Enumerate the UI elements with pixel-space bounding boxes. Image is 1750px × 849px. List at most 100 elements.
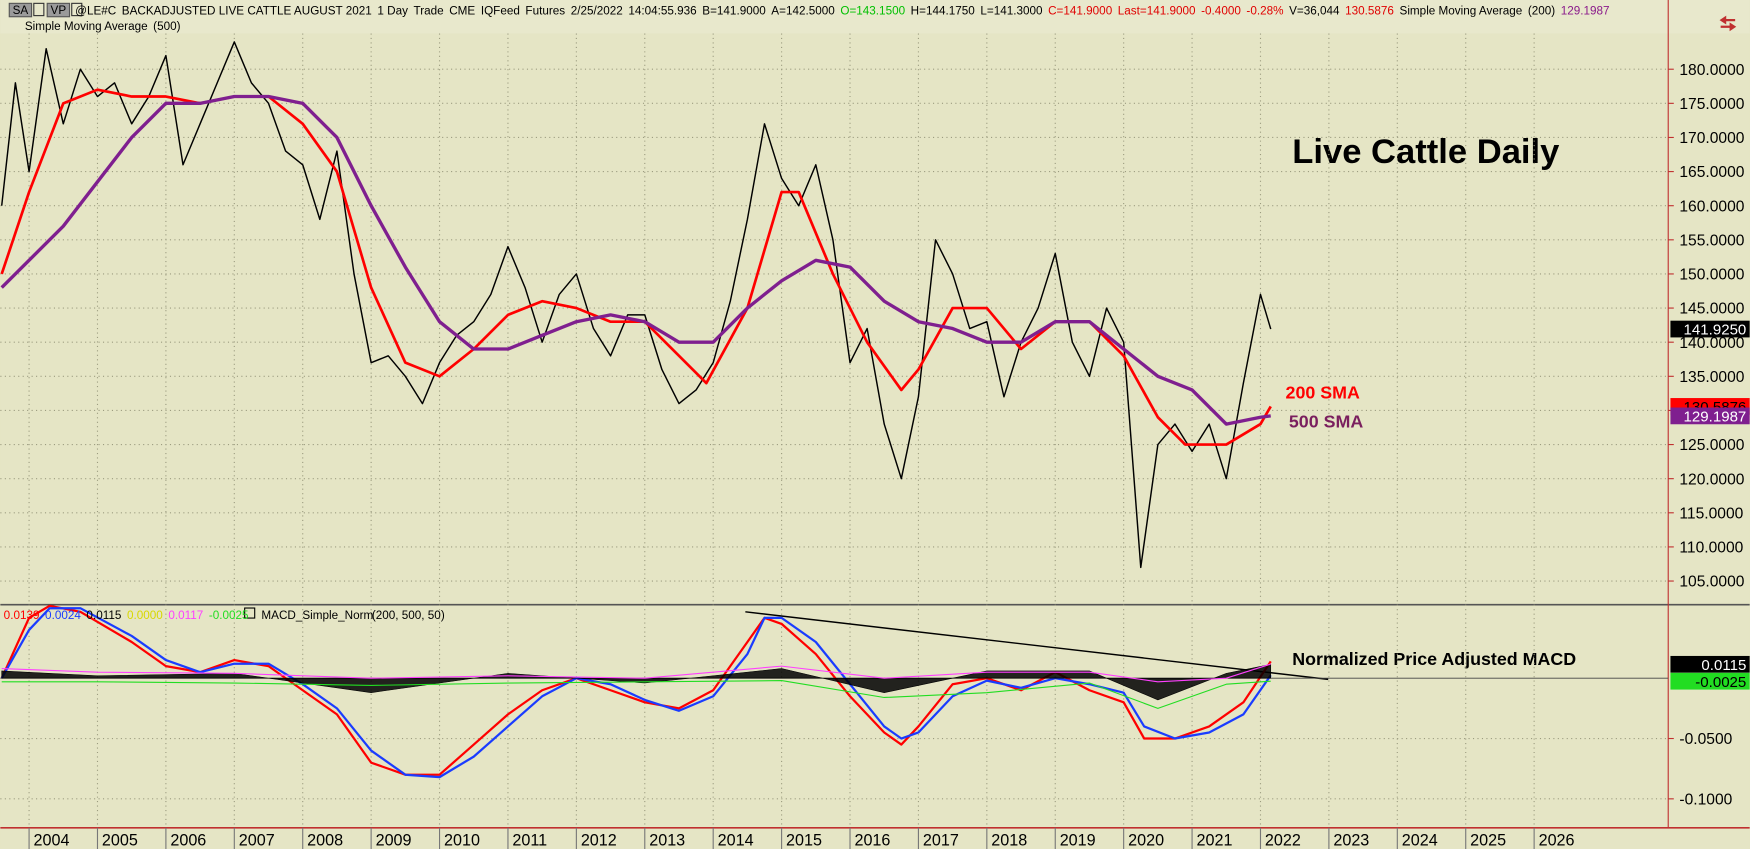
y-tick-label: 125.0000 [1679,437,1744,454]
x-tick-label: 2016 [854,832,890,849]
y-tick-label: 140.0000 [1679,335,1744,352]
readout-value: -0.0025 [209,609,249,622]
readout-value: 0.0000 [127,609,163,622]
series-line [1,663,1271,683]
x-tick-label: 2004 [34,832,70,849]
toolbar-item: V=36,044 [1289,5,1340,18]
toolbar-item: B=141.9000 [702,5,766,18]
toolbar-item: Simple Moving Average [25,20,148,33]
y-tick-label: -0.1000 [1679,791,1732,808]
toolbar-item: Trade [414,5,444,18]
toolbar-row: Simple Moving Average (500) [25,20,181,33]
chart-title: Live Cattle Daily [1292,133,1560,171]
toolbar-item: IQFeed [481,5,520,18]
x-tick-label: 2023 [1333,832,1369,849]
x-tick-label: 2009 [376,832,412,849]
dropdown-icon [71,2,83,17]
toolbar-item: O=143.1500 [840,5,905,18]
series-annotation: 500 SMA [1289,411,1363,431]
toolbar-item: Simple Moving Average [1400,5,1523,18]
last-value-box [1670,655,1750,673]
toolbar-button[interactable] [8,2,33,18]
trendline [745,611,1329,681]
x-tick-label: 2019 [1060,832,1096,849]
toolbar-item: @LE#C [75,5,116,18]
x-tick-label: 2025 [1470,832,1506,849]
indicator-params: (200, 500, 50) [372,609,445,622]
x-tick-label: 2018 [991,832,1027,849]
y-tick-label: 145.0000 [1679,301,1744,318]
x-tick-label: 2005 [102,832,138,849]
last-value-label: 0.0115 [1701,657,1746,674]
x-tick-label: 2008 [307,832,343,849]
y-tick-label: 165.0000 [1679,164,1744,181]
series-line [1,680,1271,709]
x-tick-label: 2013 [649,832,685,849]
toolbar-item: 14:04:55.936 [628,5,696,18]
x-tick-label: 2006 [170,832,206,849]
x-tick-label: 2017 [923,832,959,849]
toolbar-button[interactable] [46,2,71,18]
y-tick-label: 160.0000 [1679,198,1744,215]
toolbar-item: Futures [525,5,565,18]
x-tick-label: 2024 [1402,832,1438,849]
toolbar-item: BACKADJUSTED LIVE CATTLE AUGUST 2021 [122,5,372,18]
toolbar-item: A=142.5000 [771,5,835,18]
readout-value: 0.0117 [168,609,203,622]
y-tick-label: 110.0000 [1679,539,1743,556]
y-tick-label: 115.0000 [1679,505,1743,522]
readout-value: 0.0024 [45,609,81,622]
toolbar-item: 2/25/2022 [571,5,623,18]
y-tick-label: 170.0000 [1679,130,1744,147]
last-value-box [1670,672,1750,690]
toolbar-item: C=141.9000 [1048,5,1113,18]
toolbar-item: -0.28% [1246,5,1283,18]
y-tick-label: -0.0500 [1679,731,1732,748]
x-tick-label: 2014 [718,832,754,849]
last-value-label: 141.9250 [1684,322,1747,339]
y-tick-label: 175.0000 [1679,96,1744,113]
series-line [0,94,1271,426]
indicator-readout: 0.0139 0.0024 0.0115 0.0000 0.0117 -0.0025 [4,609,249,622]
x-tick-label: 2012 [581,832,617,849]
y-tick-label: 135.0000 [1679,369,1744,386]
y-tick-label: 105.0000 [1679,574,1744,591]
sync-icon[interactable] [1719,15,1737,32]
x-tick-label: 2022 [1265,832,1301,849]
last-value-label: -0.0025 [1695,674,1746,691]
toolbar-button-label: VP [51,4,67,17]
toolbar-item: (500) [153,20,180,33]
y-tick-label: 155.0000 [1679,232,1744,249]
toolbar-item: (200) [1528,5,1555,18]
last-value-box [1670,407,1750,425]
toolbar-item: -0.4000 [1201,5,1241,18]
indicator-checkbox[interactable] [244,607,256,619]
toolbar-row: @LE#C BACKADJUSTED LIVE CATTLE AUGUST 202… [75,5,1610,18]
x-tick-label: 2011 [512,832,547,849]
toolbar-item: 129.1987 [1561,5,1610,18]
readout-value: 0.0115 [86,609,121,622]
toolbar-item: 130.5876 [1345,5,1394,18]
x-tick-label: 2010 [444,832,480,849]
dropdown-icon [33,2,45,17]
toolbar-item: 1 Day [377,5,408,18]
indicator-name: MACD_Simple_Norm [261,609,373,622]
toolbar-item: H=144.1750 [911,5,976,18]
x-tick-label: 2007 [239,832,275,849]
macd-title: Normalized Price Adjusted MACD [1292,649,1576,669]
x-tick-label: 2026 [1539,832,1575,849]
y-tick-label: 180.0000 [1679,62,1744,79]
series-annotation: 200 SMA [1286,382,1360,402]
y-tick-label: 150.0000 [1679,267,1744,284]
last-value-label: 129.1987 [1684,408,1747,425]
x-tick-label: 2020 [1128,832,1164,849]
header-bar [0,0,1750,34]
last-value-box [1670,320,1750,338]
toolbar-item: CME [449,5,475,18]
series-line [0,607,1272,779]
x-tick-label: 2021 [1197,832,1233,849]
toolbar-item: Last=141.9000 [1118,5,1196,18]
x-tick-label: 2015 [786,832,822,849]
